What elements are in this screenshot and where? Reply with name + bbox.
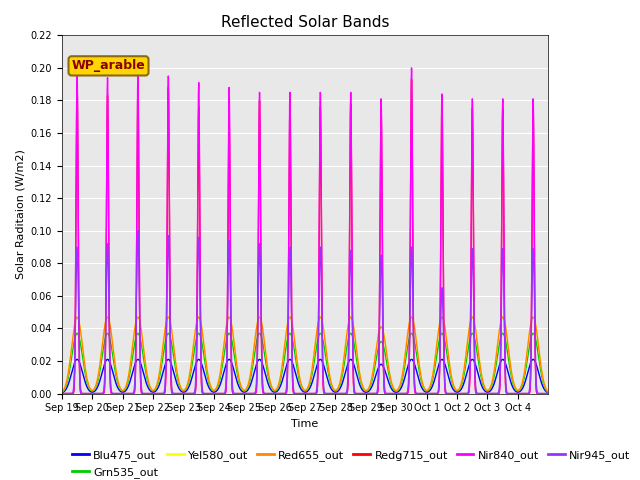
Red655_out — [158, 354, 166, 360]
Legend: Blu475_out, Grn535_out, Yel580_out, Red655_out, Redg715_out, Nir840_out, Nir945_: Blu475_out, Grn535_out, Yel580_out, Red6… — [67, 446, 635, 480]
Blu475_out — [104, 357, 111, 362]
Red655_out — [545, 389, 552, 395]
Yel580_out — [104, 314, 111, 320]
Grn535_out — [104, 330, 111, 336]
Nir840_out — [410, 358, 418, 364]
Nir945_out — [470, 322, 478, 328]
Line: Red655_out: Red655_out — [62, 317, 548, 392]
Title: Reflected Solar Bands: Reflected Solar Bands — [221, 15, 389, 30]
Blu475_out — [470, 358, 478, 364]
Blu475_out — [58, 390, 66, 396]
Grn535_out — [58, 389, 66, 395]
Yel580_out — [410, 321, 418, 326]
Redg715_out — [410, 359, 418, 365]
Text: WP_arable: WP_arable — [72, 60, 145, 72]
Redg715_out — [157, 391, 165, 396]
Line: Nir945_out: Nir945_out — [62, 231, 548, 394]
Yel580_out — [441, 324, 449, 330]
Grn535_out — [367, 382, 375, 387]
Yel580_out — [470, 318, 478, 324]
Nir945_out — [58, 391, 66, 396]
Nir840_out — [441, 383, 449, 389]
Redg715_out — [58, 391, 66, 396]
Blu475_out — [367, 385, 375, 391]
Red655_out — [441, 324, 449, 330]
Grn535_out — [545, 389, 552, 395]
Blu475_out — [410, 360, 418, 365]
Y-axis label: Solar Raditaion (W/m2): Solar Raditaion (W/m2) — [15, 150, 25, 279]
Yel580_out — [539, 375, 547, 381]
Nir840_out — [157, 391, 165, 396]
Blu475_out — [441, 361, 449, 367]
Grn535_out — [441, 338, 449, 344]
Yel580_out — [58, 389, 66, 395]
Line: Redg715_out: Redg715_out — [62, 79, 548, 394]
Redg715_out — [545, 391, 552, 396]
Redg715_out — [539, 391, 547, 396]
Line: Yel580_out: Yel580_out — [62, 317, 548, 392]
Grn535_out — [539, 378, 547, 384]
Nir945_out — [545, 391, 552, 396]
Line: Blu475_out: Blu475_out — [62, 360, 548, 393]
Red655_out — [410, 321, 418, 326]
Blu475_out — [545, 390, 552, 396]
Yel580_out — [367, 379, 375, 384]
Grn535_out — [470, 333, 478, 339]
Nir945_out — [134, 228, 141, 234]
Grn535_out — [158, 362, 166, 368]
Red655_out — [367, 379, 375, 384]
Nir945_out — [441, 379, 449, 385]
Nir945_out — [367, 391, 375, 396]
Nir945_out — [410, 354, 418, 360]
Nir840_out — [470, 305, 478, 311]
Grn535_out — [410, 336, 418, 341]
X-axis label: Time: Time — [291, 419, 319, 429]
Blu475_out — [539, 384, 547, 389]
Redg715_out — [470, 308, 478, 313]
Red655_out — [58, 389, 66, 395]
Nir840_out — [545, 391, 552, 396]
Red655_out — [104, 314, 111, 320]
Line: Grn535_out: Grn535_out — [62, 333, 548, 392]
Redg715_out — [367, 391, 374, 396]
Nir945_out — [158, 391, 166, 396]
Line: Nir840_out: Nir840_out — [62, 68, 548, 394]
Red655_out — [539, 375, 547, 381]
Yel580_out — [158, 354, 166, 360]
Nir840_out — [58, 391, 66, 396]
Nir840_out — [539, 391, 547, 396]
Redg715_out — [408, 76, 415, 82]
Yel580_out — [545, 389, 552, 395]
Redg715_out — [441, 384, 449, 389]
Nir945_out — [539, 391, 547, 396]
Red655_out — [470, 318, 478, 324]
Nir840_out — [367, 391, 374, 396]
Blu475_out — [158, 374, 166, 380]
Nir840_out — [408, 65, 415, 71]
